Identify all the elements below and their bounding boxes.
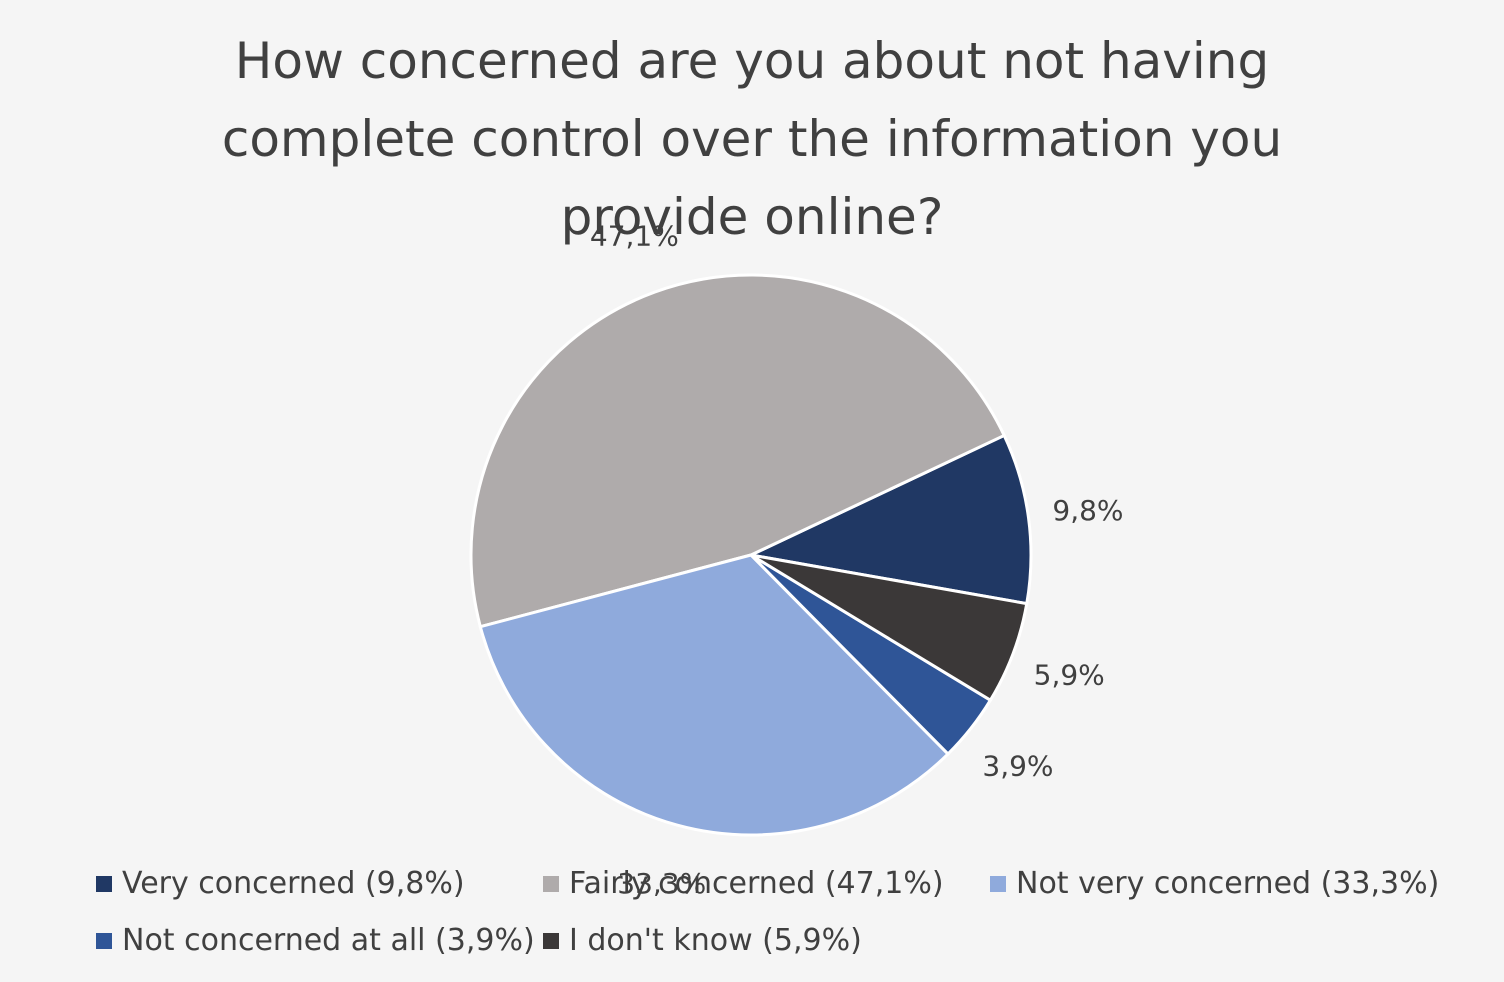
- chart-title: How concerned are you about not having c…: [0, 22, 1504, 256]
- chart-title-line-2: complete control over the information yo…: [221, 110, 1283, 168]
- legend-item-fairly-concerned: Fairly concerned (47,1%): [543, 866, 944, 901]
- pie-slice-not-very-concerned: [478, 553, 951, 837]
- legend-label-fairly-concerned: Fairly concerned (47,1%): [569, 866, 944, 901]
- chart-title-line-3: provide online?: [560, 188, 944, 246]
- legend-swatch-not-concerned-at-all: [96, 932, 112, 949]
- legend-swatch-very-concerned: [96, 875, 112, 892]
- legend-label-not-very-concerned: Not very concerned (33,3%): [1016, 866, 1440, 901]
- pie-slice-fairly-concerned: [469, 273, 1007, 629]
- legend-swatch-i-dont-know: [543, 932, 559, 949]
- legend-item-not-concerned-at-all: Not concerned at all (3,9%): [96, 923, 535, 958]
- data-label-fairly-concerned: 47,1%: [590, 220, 679, 253]
- legend-label-i-dont-know: I don't know (5,9%): [569, 923, 862, 958]
- legend-item-i-dont-know: I don't know (5,9%): [543, 923, 862, 958]
- data-label-very-concerned: 9,8%: [1052, 494, 1123, 527]
- legend-item-not-very-concerned: Not very concerned (33,3%): [990, 866, 1439, 901]
- chart-title-line-1: How concerned are you about not having: [234, 32, 1270, 90]
- legend-swatch-fairly-concerned: [543, 875, 559, 892]
- data-label-not-very-concerned: 33,3%: [617, 867, 706, 900]
- legend-label-not-concerned-at-all: Not concerned at all (3,9%): [122, 923, 535, 958]
- legend-label-very-concerned: Very concerned (9,8%): [122, 866, 465, 901]
- legend-item-very-concerned: Very concerned (9,8%): [96, 866, 465, 901]
- data-label-not-concerned-at-all: 3,9%: [982, 750, 1053, 783]
- legend-swatch-not-very-concerned: [990, 875, 1006, 892]
- pie-slice-very-concerned: [746, 433, 1033, 606]
- data-label-i-don-t-know: 5,9%: [1034, 659, 1105, 692]
- pie-slice-i-don-t-know: [750, 553, 1029, 703]
